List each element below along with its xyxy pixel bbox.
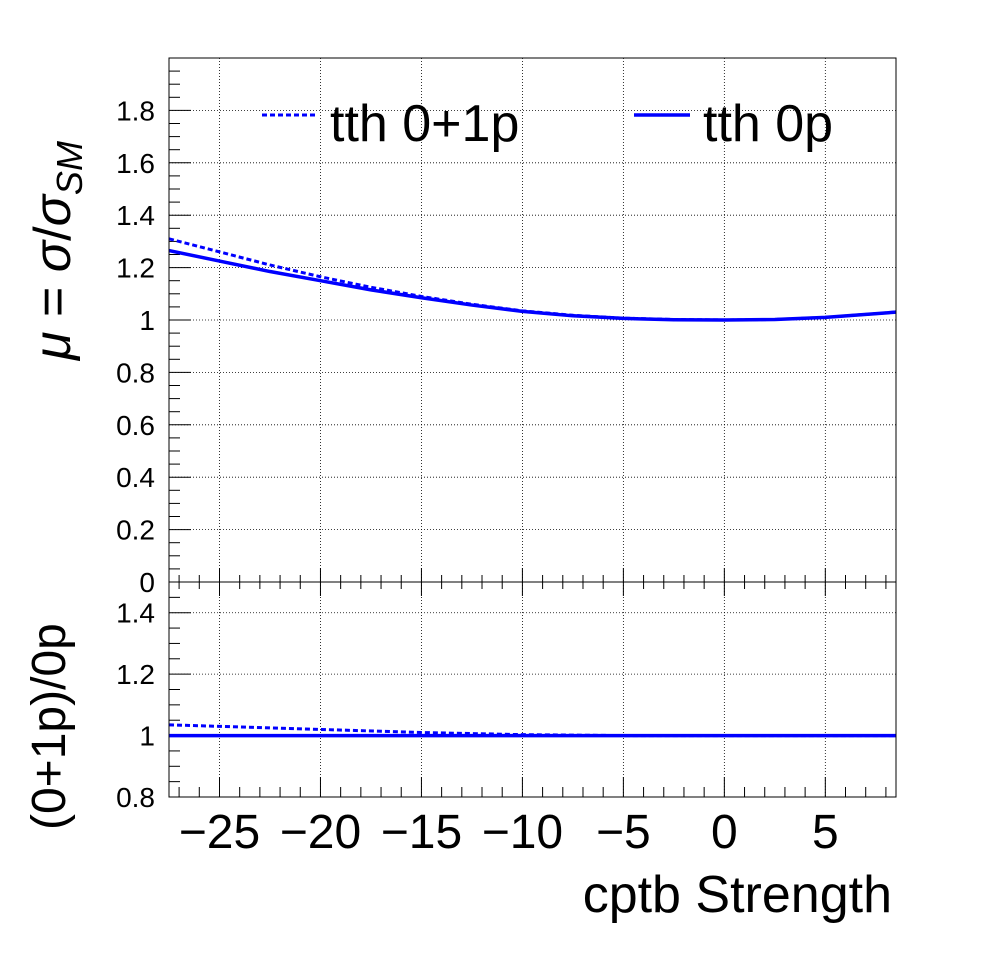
x-tick-labels: −25 −20 −15 −10 −5 0 5 <box>179 806 839 859</box>
main-y-tick-label: 0.8 <box>116 357 155 388</box>
ratio-panel: 0.8 1 1.2 1.4 −25 −20 −15 −10 −5 0 5 (0+1p)/0p cp… <box>23 581 897 924</box>
main-y-tick-label: 1.6 <box>116 148 155 179</box>
main-x-ticks <box>178 568 887 582</box>
legend-label-0p1p: tth 0+1p <box>330 95 519 153</box>
ratio-frame <box>168 581 897 798</box>
x-tick-label: −25 <box>179 806 260 859</box>
ratio-y-tick-label: 1.2 <box>116 659 155 690</box>
x-tick-label: −5 <box>596 806 651 859</box>
main-y-tick-label: 1.2 <box>116 253 155 284</box>
main-y-tick-labels: 0 0.2 0.4 0.6 0.8 1 1.2 1.4 1.6 1.8 <box>116 95 155 598</box>
main-y-tick-label: 0.4 <box>116 462 155 493</box>
main-y-tick-label: 1 <box>139 305 155 336</box>
main-y-tick-label: 0.6 <box>116 410 155 441</box>
main-y-tick-label: 1.4 <box>116 200 155 231</box>
x-tick-label: −10 <box>482 806 563 859</box>
ratio-y-tick-label: 1.4 <box>116 598 155 629</box>
y-title-eq: = <box>24 272 82 331</box>
legend-label-0p: tth 0p <box>703 95 833 153</box>
ratio-y-axis-title: (0+1p)/0p <box>23 623 76 830</box>
series-line-tth-0-1p <box>168 237 897 322</box>
main-y-tick-label: 1.8 <box>116 95 155 126</box>
legend: tth 0+1p tth 0p <box>262 95 833 153</box>
main-y-tick-label: 0.2 <box>116 515 155 546</box>
ratio-series <box>168 723 896 738</box>
y-title-sigma-sm: σ <box>24 193 82 226</box>
series-line-tth-0p <box>168 248 897 322</box>
x-tick-label: 0 <box>711 806 738 859</box>
x-tick-label: −20 <box>280 806 361 859</box>
main-panel: 0 0.2 0.4 0.6 0.8 1 1.2 1.4 1.6 1.8 tth 0+1p tth … <box>24 57 897 598</box>
x-tick-label: 5 <box>812 806 839 859</box>
x-axis-title: cptb Strength <box>583 866 892 924</box>
ratio-grid <box>169 582 896 797</box>
y-title-mu: μ <box>24 332 82 363</box>
ratio-y-tick-label: 0.8 <box>116 782 155 813</box>
ratio-y-tick-labels: 0.8 1 1.2 1.4 <box>116 598 155 813</box>
main-y-ticks <box>169 70 191 583</box>
y-title-sigma: σ <box>24 239 82 272</box>
ratio-y-tick-label: 1 <box>139 721 155 752</box>
ratio-x-ticks <box>178 582 887 797</box>
x-tick-label: −15 <box>381 806 462 859</box>
y-title-slash: / <box>24 226 82 241</box>
main-series <box>168 237 897 322</box>
main-y-tick-label: 0 <box>139 567 155 598</box>
main-y-axis-title: μ = σ/σSM <box>24 141 90 362</box>
ratio-y-ticks <box>169 581 191 798</box>
y-title-subscript: SM <box>49 141 90 195</box>
